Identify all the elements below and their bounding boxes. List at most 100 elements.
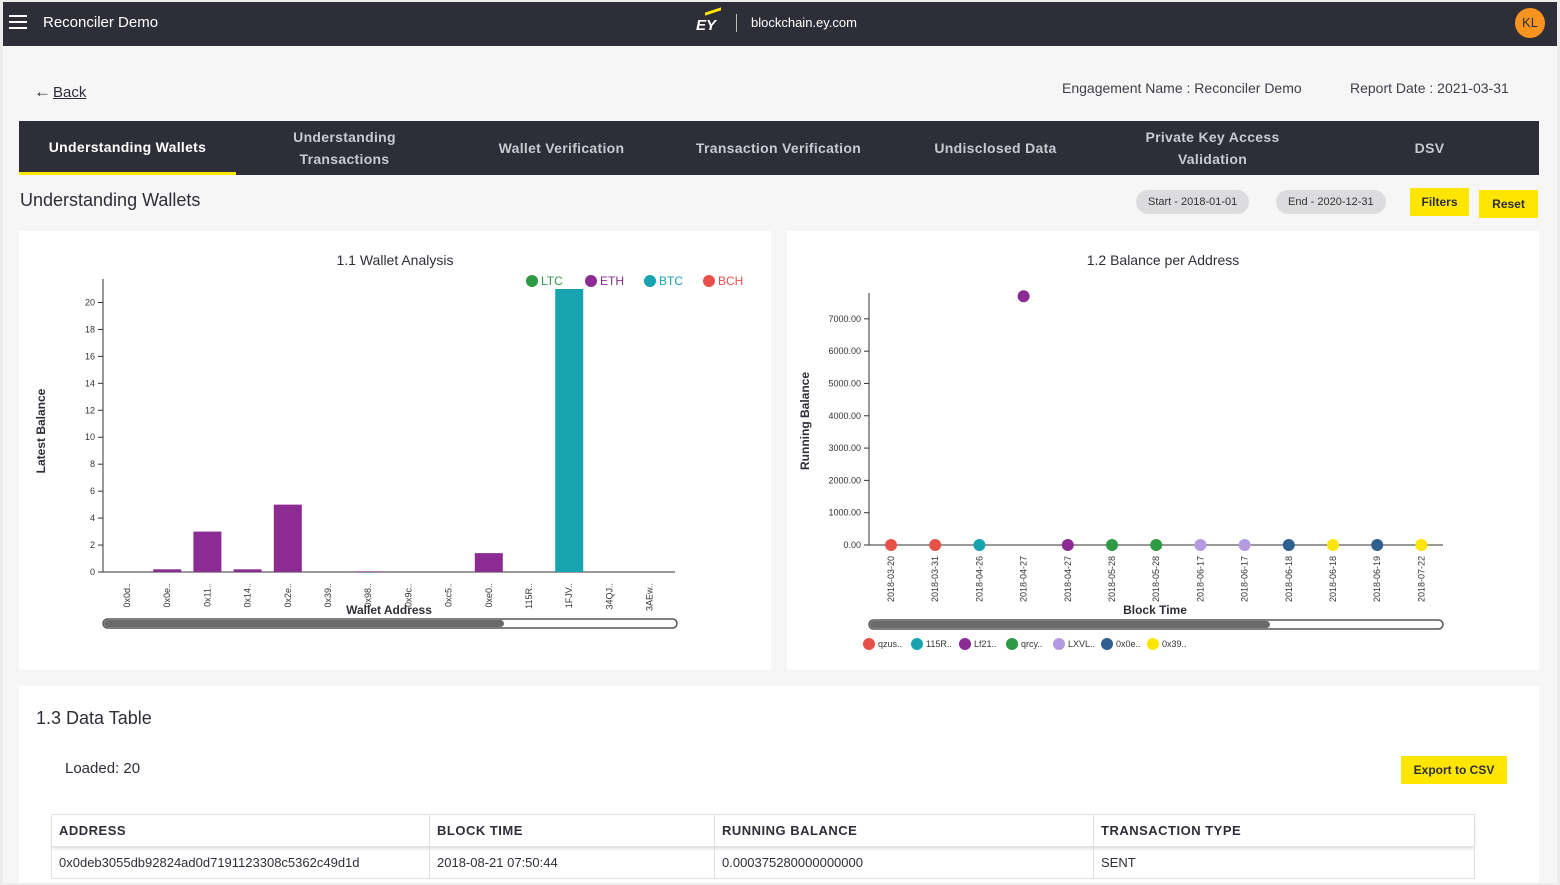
y-axis-label: Running Balance [798, 372, 812, 470]
column-header-block-time[interactable]: BLOCK TIME [429, 814, 715, 847]
legend-marker[interactable] [1053, 638, 1065, 650]
data-point[interactable] [1371, 539, 1384, 551]
data-point[interactable] [1106, 539, 1118, 551]
x-tick-label: 2018-06-19 [1372, 556, 1382, 602]
back-link[interactable]: ← Back [34, 82, 86, 102]
tab-transaction-verification[interactable]: Transaction Verification [695, 140, 862, 156]
data-point[interactable] [885, 539, 897, 551]
x-tick-label: 0x14.. [243, 583, 253, 608]
legend-marker[interactable] [863, 638, 875, 650]
y-tick-label: 14 [85, 378, 95, 388]
y-tick-label: 3000.00 [828, 443, 861, 453]
start-date-pill[interactable]: Start - 2018-01-01 [1136, 190, 1250, 214]
filters-button[interactable]: Filters [1410, 188, 1469, 216]
y-tick-label: 5000.00 [828, 378, 861, 388]
x-tick-label: 2018-04-27 [1063, 556, 1073, 602]
report-date: Report Date : 2021-03-31 [1350, 80, 1509, 96]
bar-0x98[interactable] [354, 571, 383, 572]
tab-wallet-verification[interactable]: Wallet Verification [498, 140, 625, 156]
y-tick-label: 18 [85, 324, 95, 334]
y-tick-label: 2 [90, 540, 95, 550]
x-axis-label: Block Time [1123, 603, 1187, 617]
app-title: Reconciler Demo [43, 14, 159, 31]
x-tick-label: 0x11.. [202, 583, 212, 607]
x-tick-label: 2018-06-18 [1284, 556, 1294, 602]
data-point[interactable] [1194, 539, 1207, 551]
legend-marker[interactable] [1147, 638, 1159, 650]
data-point[interactable] [1061, 539, 1074, 551]
tab-undisclosed-data[interactable]: Undisclosed Data [934, 140, 1057, 156]
chart-title: 1.2 Balance per Address [1087, 252, 1240, 268]
legend-marker[interactable] [1101, 638, 1113, 650]
data-point[interactable] [1017, 290, 1030, 303]
bar-0xe0[interactable] [474, 553, 503, 572]
legend-marker-btc [644, 275, 656, 287]
y-tick-label: 12 [85, 405, 95, 415]
column-header-address[interactable]: ADDRESS [51, 814, 430, 847]
table-header-row: ADDRESS BLOCK TIME RUNNING BALANCE TRANS… [51, 814, 1475, 847]
tab-understanding-wallets[interactable]: Understanding Wallets [19, 121, 236, 175]
x-tick-label: 3AEw.. [645, 583, 655, 611]
data-point[interactable] [973, 539, 986, 551]
column-header-transaction-type[interactable]: TRANSACTION TYPE [1093, 814, 1475, 847]
x-tick-label: 0xe0.. [484, 583, 494, 608]
bar-0x0e[interactable] [153, 569, 182, 572]
legend-marker-eth [585, 275, 597, 287]
export-csv-button[interactable]: Export to CSV [1401, 756, 1507, 784]
data-point[interactable] [1282, 539, 1295, 551]
hamburger-menu-icon[interactable] [9, 15, 27, 29]
y-tick-label: 20 [85, 297, 95, 307]
bar-0x2e[interactable] [273, 504, 302, 572]
end-date-pill[interactable]: End - 2020-12-31 [1276, 190, 1386, 214]
x-axis-label: Wallet Address [346, 603, 432, 617]
bar-0x14[interactable] [233, 569, 262, 572]
tab-understanding-transactions[interactable]: Understanding Transactions [293, 129, 396, 167]
data-table: ADDRESS BLOCK TIME RUNNING BALANCE TRANS… [51, 814, 1475, 879]
reset-button[interactable]: Reset [1479, 190, 1538, 218]
legend-marker[interactable] [959, 638, 971, 650]
top-navbar: Reconciler Demo EY blockchain.ey.com KL [3, 2, 1557, 46]
x-tick-label: 2018-05-28 [1107, 556, 1117, 602]
legend-label-btc: BTC [659, 274, 683, 288]
x-tick-label: 2018-06-17 [1195, 556, 1205, 602]
legend-marker[interactable] [911, 638, 923, 650]
chart-scrollbar-thumb[interactable] [104, 620, 504, 627]
x-tick-label: 2018-03-31 [930, 556, 940, 602]
column-header-running-balance[interactable]: RUNNING BALANCE [714, 814, 1094, 847]
legend-label: 115R.. [926, 639, 952, 649]
balance-per-address-panel: 1.2 Balance per Address 0.00 1000.00 2000.0… [787, 231, 1539, 670]
data-point[interactable] [1327, 539, 1339, 551]
chart-scrollbar-thumb[interactable] [870, 621, 1270, 628]
data-point[interactable] [929, 539, 942, 551]
bar-0x11[interactable] [193, 531, 222, 572]
x-tick-label: 2018-04-26 [974, 556, 984, 602]
data-point[interactable] [1150, 539, 1163, 551]
bar-1FJV[interactable] [555, 289, 584, 572]
table-row[interactable]: 0x0deb3055db92824ad0d7191123308c5362c49d… [51, 846, 1475, 879]
tab-private-key-access-validation[interactable]: Private Key Access Validation [1145, 129, 1280, 167]
x-tick-label: 2018-03-20 [886, 556, 896, 602]
legend-label: Lf21.. [974, 639, 997, 649]
legend-label: 0x0e.. [1116, 639, 1141, 649]
arrow-left-icon: ← [34, 82, 51, 101]
tab-dsv[interactable]: DSV [1414, 140, 1445, 156]
x-tick-label: 115R.. [524, 583, 534, 609]
app-frame: Reconciler Demo EY blockchain.ey.com KL … [3, 2, 1557, 883]
x-tick-label: 2018-06-17 [1240, 556, 1250, 602]
main-tabs: Understanding Wallets Understanding Tran… [19, 121, 1539, 175]
balance-per-address-chart: 1.2 Balance per Address 0.00 1000.00 2000.0… [798, 252, 1444, 650]
x-tick-label: 0x9c.. [403, 583, 413, 607]
data-point[interactable] [1238, 539, 1251, 551]
legend-marker[interactable] [1006, 638, 1018, 650]
user-avatar[interactable]: KL [1515, 8, 1545, 38]
back-label: Back [53, 84, 87, 101]
x-tick-label: 0xc5.. [444, 583, 454, 607]
legend-label: qzus.. [878, 639, 902, 649]
y-tick-label: 16 [85, 351, 95, 361]
x-tick-label: 2018-04-27 [1019, 556, 1029, 602]
x-tick-label: 2018-06-18 [1328, 556, 1338, 602]
ey-logo-beam-icon [705, 7, 721, 16]
cell-running-balance: 0.000375280000000000 [714, 846, 1094, 879]
data-point[interactable] [1415, 539, 1428, 551]
legend-marker-bch [703, 275, 715, 287]
